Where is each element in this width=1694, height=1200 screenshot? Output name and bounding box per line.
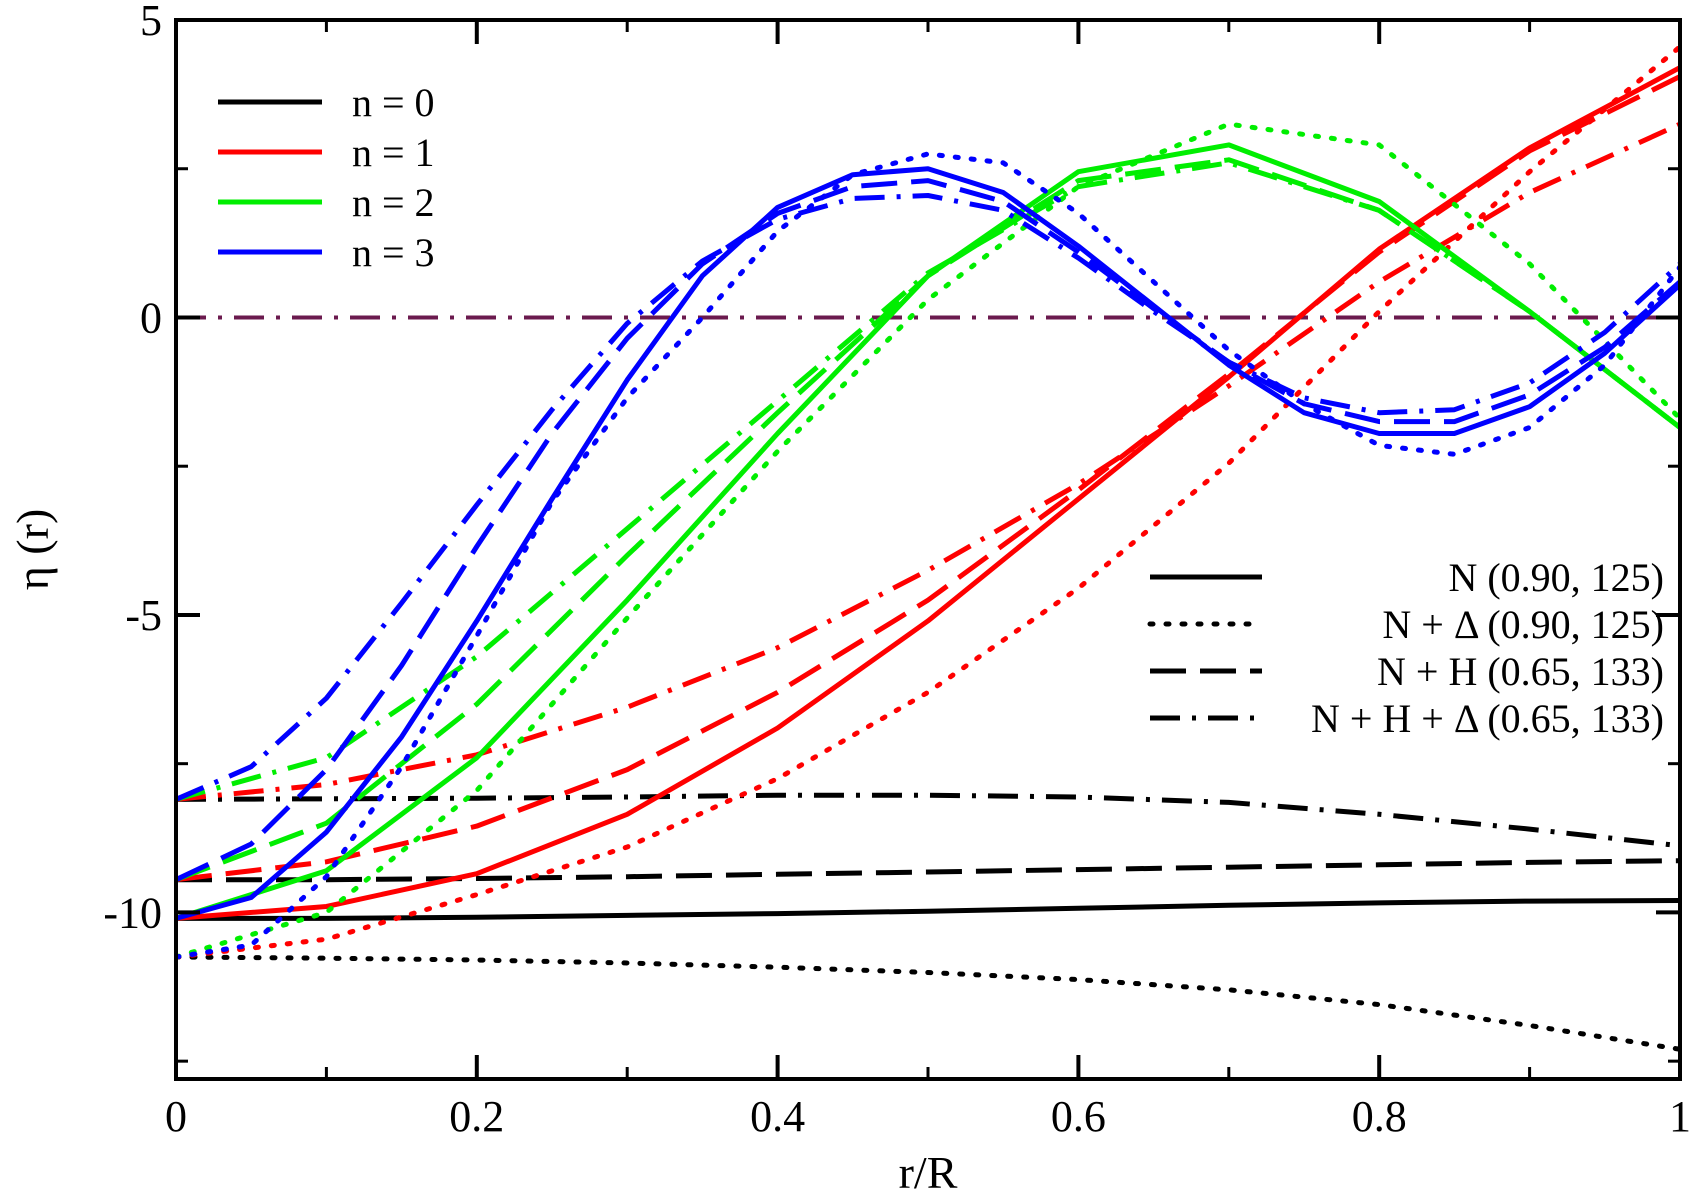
- x-tick-label: 0.2: [449, 1092, 504, 1141]
- series-line-6: [176, 74, 1680, 883]
- legend-mode-label: n = 2: [352, 180, 435, 225]
- x-axis-title: r/R: [899, 1147, 958, 1198]
- legend-model-label: N (0.90, 125): [1448, 555, 1664, 600]
- series-line-11: [176, 160, 1680, 802]
- series-line-5: [176, 44, 1680, 960]
- series-line-13: [176, 151, 1680, 960]
- series-line-4: [176, 65, 1680, 921]
- series-line-0: [176, 898, 1680, 921]
- legend-layer: n = 0 n = 1 n = 2 n = 3 N (0.90, 125)N + Δ (…: [218, 80, 1664, 741]
- legend-mode-label: n = 3: [352, 230, 435, 275]
- y-axis-title: η (r): [7, 509, 58, 591]
- series-layer: [176, 44, 1680, 1052]
- legend-model-label: N + H (0.65, 133): [1377, 649, 1664, 694]
- series-line-3: [176, 792, 1680, 849]
- x-tick-label: 0.4: [750, 1092, 805, 1141]
- series-line-7: [176, 121, 1680, 802]
- y-tick-label: -5: [125, 591, 162, 640]
- series-line-15: [176, 193, 1680, 802]
- y-tick-label: 5: [140, 0, 162, 45]
- series-line-12: [176, 166, 1680, 921]
- series-line-14: [176, 178, 1680, 882]
- x-tick-label: 0: [165, 1092, 187, 1141]
- series-line-9: [176, 121, 1680, 960]
- legend-model-label: N + Δ (0.90, 125): [1382, 602, 1664, 647]
- series-line-2: [176, 858, 1680, 883]
- x-tick-label: 0.6: [1051, 1092, 1106, 1141]
- legend-mode-label: n = 0: [352, 80, 435, 125]
- x-tick-label: 0.8: [1352, 1092, 1407, 1141]
- x-tick-label: 1: [1669, 1092, 1691, 1141]
- legend-mode-label: n = 1: [352, 130, 435, 175]
- y-tick-label: 0: [140, 293, 162, 342]
- series-line-1: [176, 954, 1680, 1052]
- axes-layer: 0 0.2 0.4 0.6 0.8 1 5 0 -5 -10 r/R η (r): [7, 0, 1691, 1198]
- y-tick-label: -10: [103, 888, 162, 937]
- legend-model-label: N + H + Δ (0.65, 133): [1311, 696, 1664, 741]
